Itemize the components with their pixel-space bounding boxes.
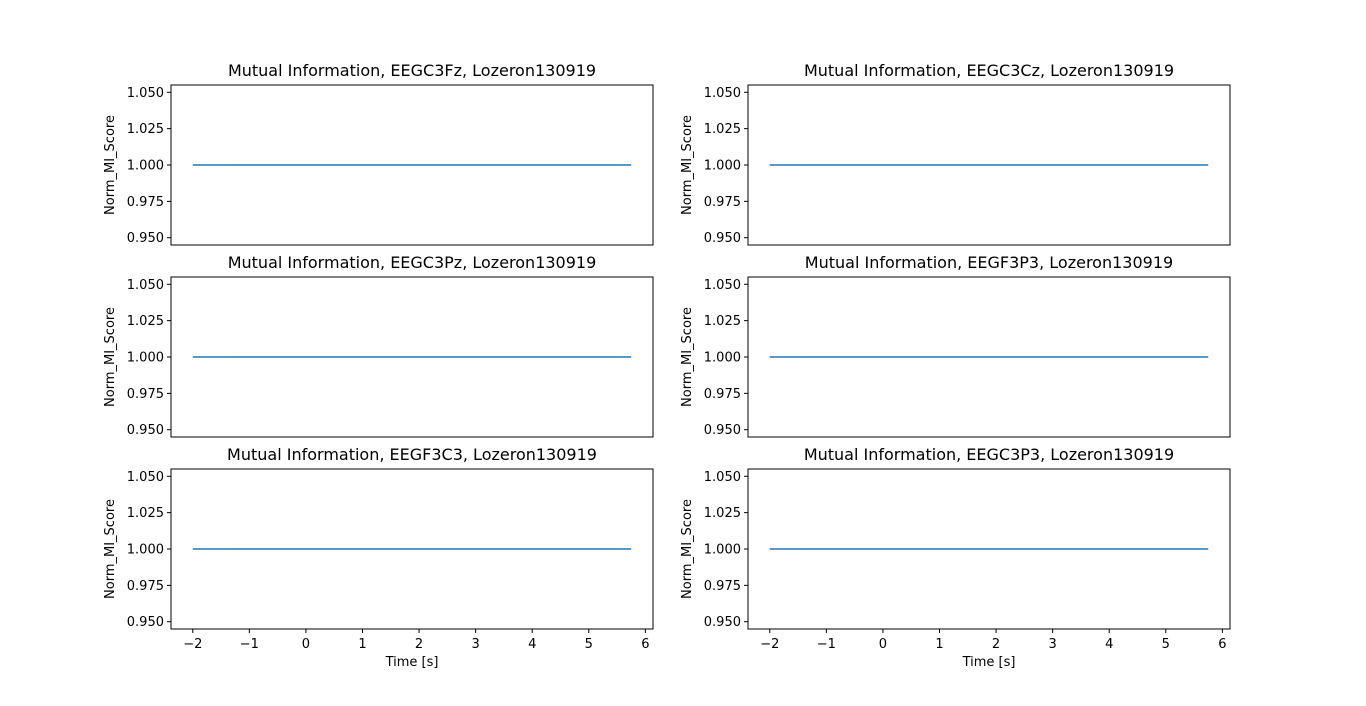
y-tick-label: 1.050 xyxy=(127,470,164,485)
y-tick-label: 1.050 xyxy=(127,278,164,293)
x-tick-label: −2 xyxy=(760,637,779,652)
x-axis-label: Time [s] xyxy=(385,655,439,670)
chart-title: Mutual Information, EEGC3Cz, Lozeron1309… xyxy=(804,61,1174,80)
y-tick-label: 0.950 xyxy=(127,615,164,630)
y-tick-label: 1.000 xyxy=(704,351,741,366)
x-tick-label: 1 xyxy=(358,637,366,652)
y-axis-label: Norm_MI_Score xyxy=(103,499,118,599)
y-tick-label: 1.025 xyxy=(127,314,164,329)
plot-frame xyxy=(170,468,654,630)
y-axis-label: Norm_MI_Score xyxy=(680,307,695,407)
x-tick-label: 3 xyxy=(1049,637,1057,652)
y-tick-label: 0.975 xyxy=(704,387,741,402)
y-tick-label: 1.000 xyxy=(704,543,741,558)
y-tick-label: 0.950 xyxy=(127,423,164,438)
x-tick-label: 6 xyxy=(641,637,649,652)
y-tick-label: 0.975 xyxy=(704,579,741,594)
y-tick-label: 0.950 xyxy=(127,231,164,246)
x-tick-label: 2 xyxy=(415,637,423,652)
x-tick-label: 2 xyxy=(992,637,1000,652)
x-axis-label: Time [s] xyxy=(962,655,1016,670)
y-tick-label: 1.050 xyxy=(704,470,741,485)
y-tick-label: 1.025 xyxy=(127,506,164,521)
y-axis-label: Norm_MI_Score xyxy=(680,115,695,215)
y-tick-label: 0.950 xyxy=(704,231,741,246)
y-tick-label: 0.950 xyxy=(704,423,741,438)
y-tick-label: 1.025 xyxy=(704,122,741,137)
y-tick-label: 0.975 xyxy=(704,195,741,210)
y-tick-label: 1.050 xyxy=(127,86,164,101)
x-tick-label: 5 xyxy=(585,637,593,652)
y-tick-label: 0.975 xyxy=(127,195,164,210)
x-tick-label: 6 xyxy=(1218,637,1226,652)
plot-frame xyxy=(747,276,1231,438)
plot-frame xyxy=(170,276,654,438)
y-axis-label: Norm_MI_Score xyxy=(680,499,695,599)
y-tick-label: 1.025 xyxy=(704,506,741,521)
x-tick-label: −1 xyxy=(817,637,836,652)
chart-title: Mutual Information, EEGC3Fz, Lozeron1309… xyxy=(228,61,596,80)
y-axis-label: Norm_MI_Score xyxy=(103,307,118,407)
y-tick-label: 1.025 xyxy=(704,314,741,329)
x-tick-label: 5 xyxy=(1162,637,1170,652)
x-tick-label: 0 xyxy=(879,637,887,652)
x-tick-label: 0 xyxy=(302,637,310,652)
y-tick-label: 1.000 xyxy=(127,351,164,366)
x-tick-label: −1 xyxy=(240,637,259,652)
chart-title: Mutual Information, EEGF3P3, Lozeron1309… xyxy=(805,253,1173,272)
chart-title: Mutual Information, EEGC3Pz, Lozeron1309… xyxy=(228,253,597,272)
y-tick-label: 1.050 xyxy=(704,278,741,293)
x-tick-label: 1 xyxy=(935,637,943,652)
y-tick-label: 1.000 xyxy=(704,159,741,174)
y-tick-label: 1.000 xyxy=(127,159,164,174)
y-tick-label: 0.950 xyxy=(704,615,741,630)
y-tick-label: 1.000 xyxy=(127,543,164,558)
chart-title: Mutual Information, EEGC3P3, Lozeron1309… xyxy=(804,445,1174,464)
y-tick-label: 0.975 xyxy=(127,579,164,594)
x-tick-label: 4 xyxy=(1105,637,1113,652)
y-tick-label: 1.025 xyxy=(127,122,164,137)
plot-frame xyxy=(747,84,1231,246)
plot-frame xyxy=(747,468,1231,630)
chart-title: Mutual Information, EEGF3C3, Lozeron1309… xyxy=(227,445,597,464)
y-tick-label: 1.050 xyxy=(704,86,741,101)
x-tick-label: 4 xyxy=(528,637,536,652)
y-axis-label: Norm_MI_Score xyxy=(103,115,118,215)
x-tick-label: −2 xyxy=(183,637,202,652)
y-tick-label: 0.975 xyxy=(127,387,164,402)
plot-frame xyxy=(170,84,654,246)
x-tick-label: 3 xyxy=(472,637,480,652)
